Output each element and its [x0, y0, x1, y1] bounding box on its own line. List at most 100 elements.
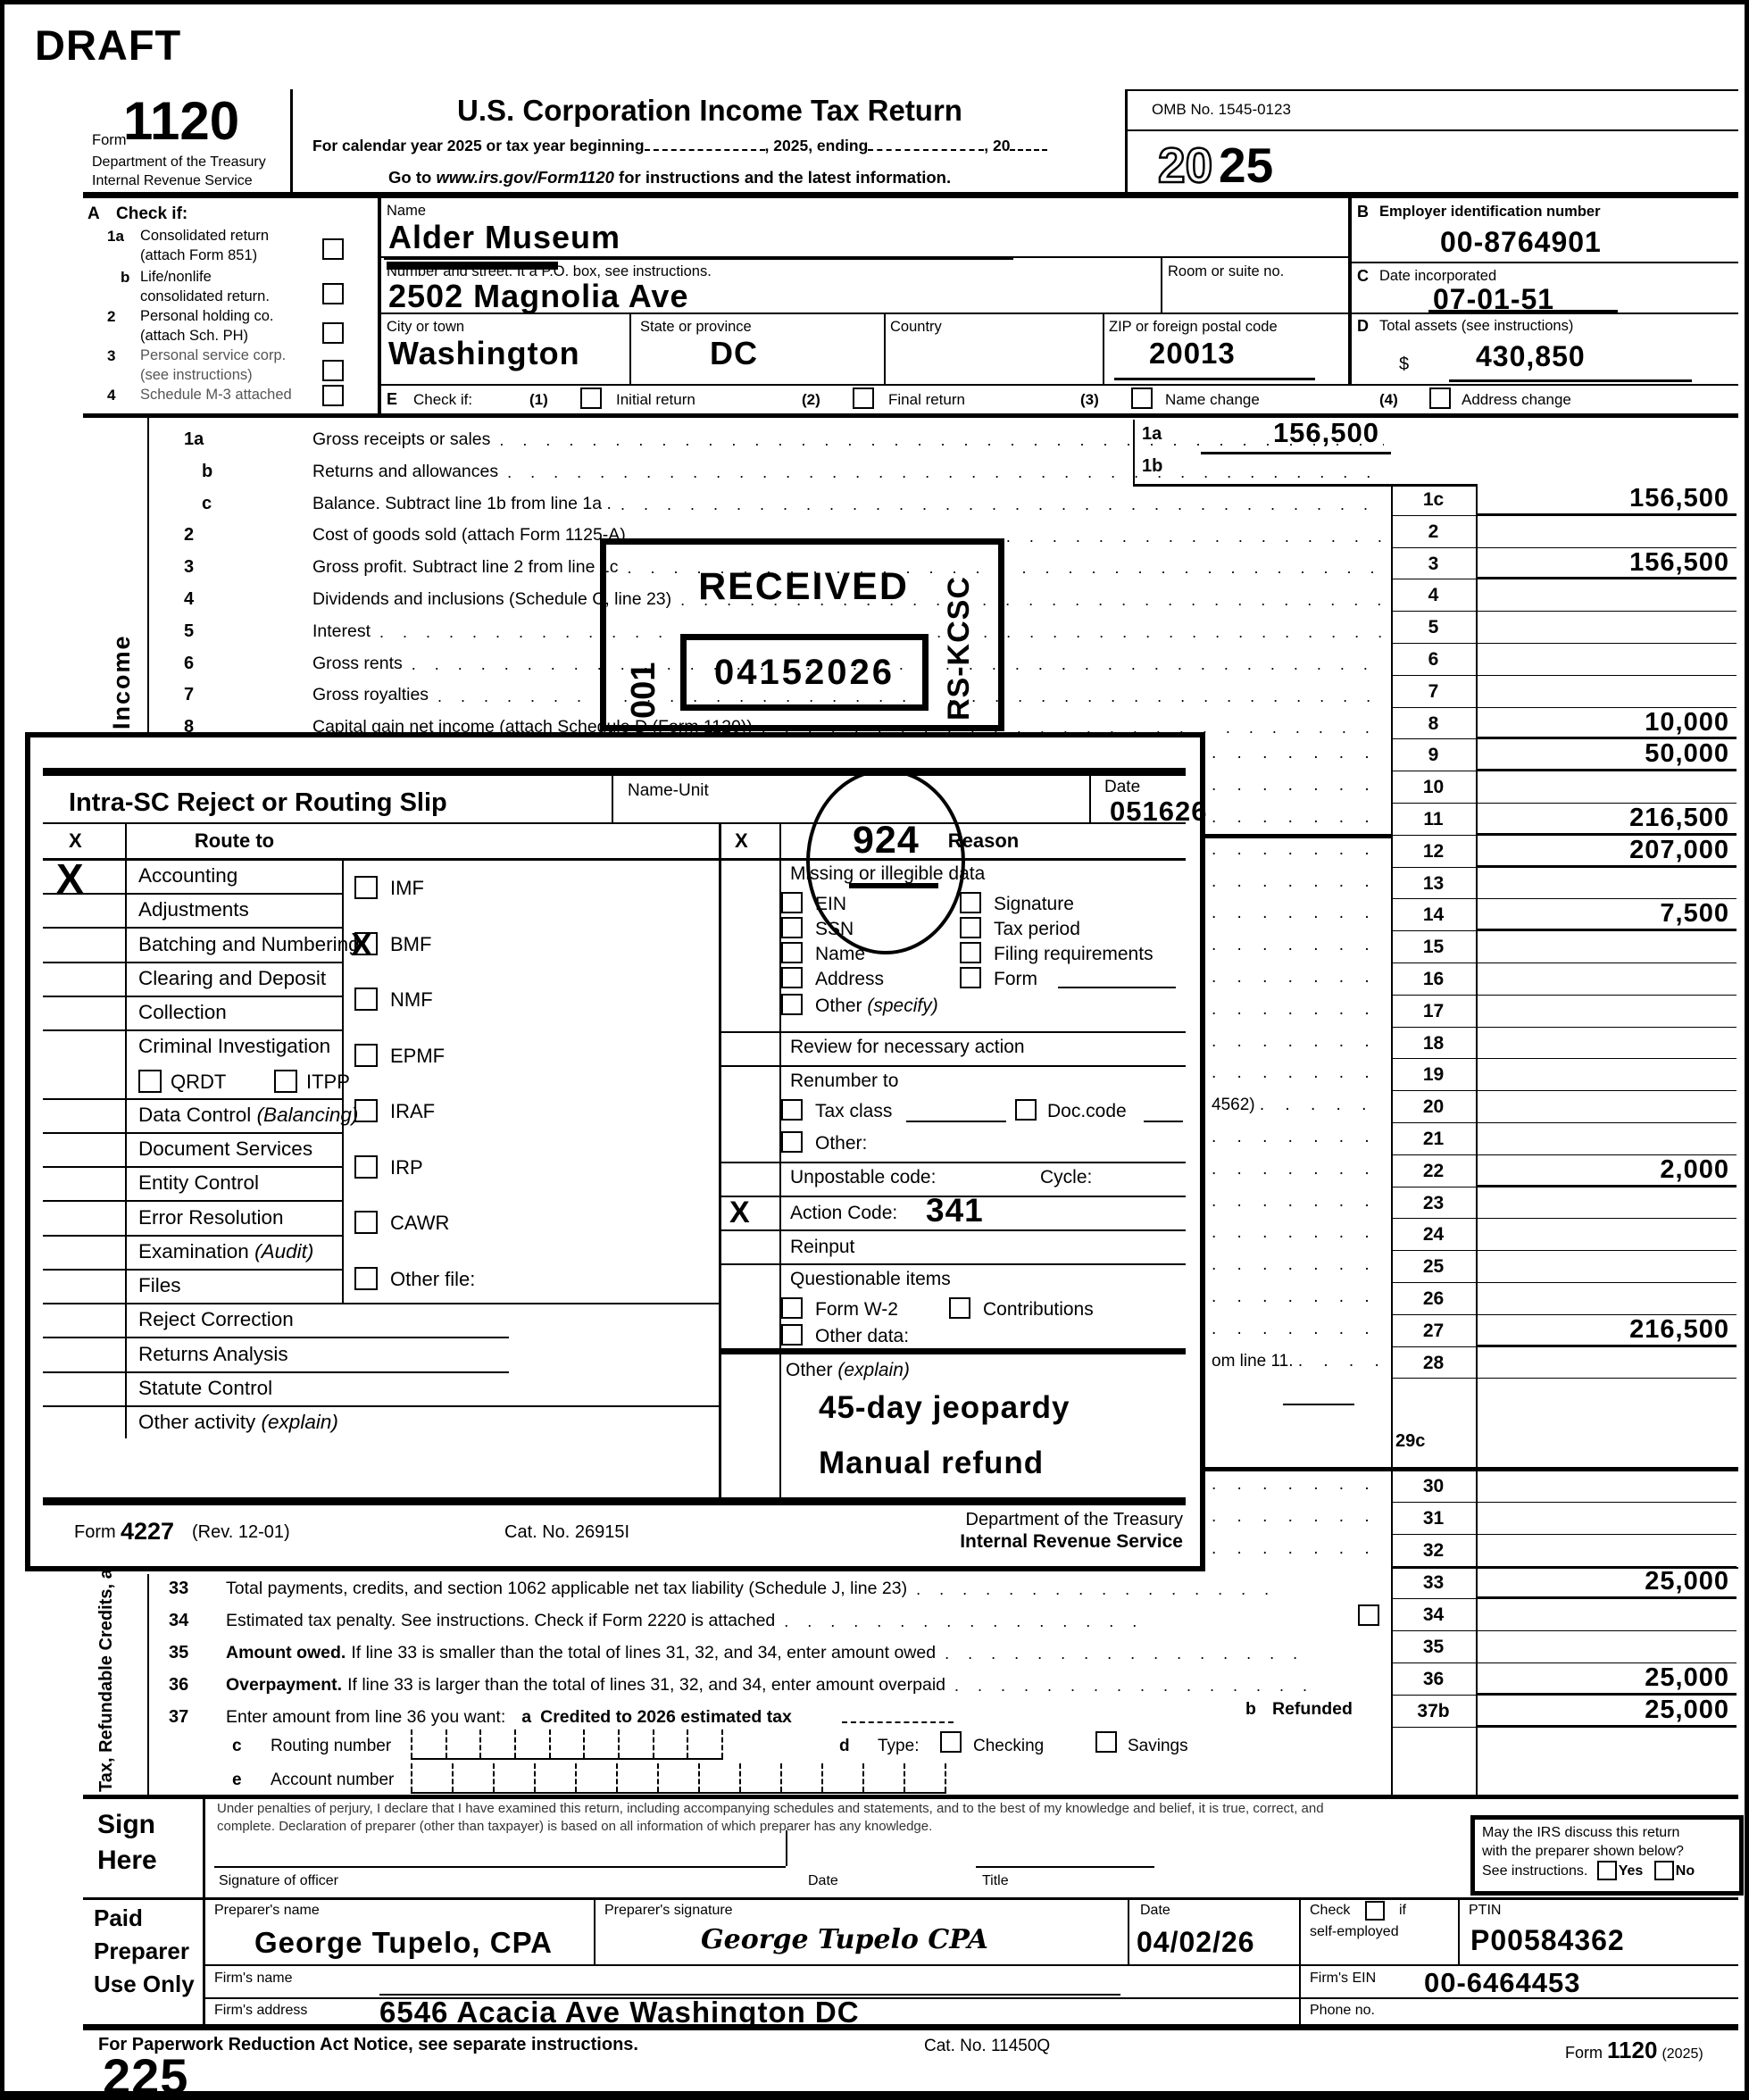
tax-class-checkbox[interactable] [781, 1099, 803, 1121]
discuss-no-checkbox[interactable] [1653, 1861, 1674, 1880]
leader-dots: . . . . . . . . [1212, 999, 1387, 1019]
name-value[interactable]: Alder Museum [388, 219, 621, 255]
cawr-checkbox[interactable] [354, 1211, 378, 1234]
personal-holding-checkbox[interactable] [322, 322, 344, 344]
route-label-text: Document Services [138, 1138, 313, 1160]
leader-strip: om line 11. . . . . . . . . [1212, 1352, 1387, 1377]
route-label-text: Clearing and Deposit [138, 966, 327, 989]
contributions-checkbox[interactable] [949, 1297, 970, 1319]
schedule-m3-checkbox[interactable] [322, 385, 344, 406]
itpp-label: ITPP [306, 1070, 350, 1093]
leader-dots: . . . . . . . . [1212, 1063, 1387, 1083]
paid-label: Paid [94, 1904, 143, 1931]
address-checkbox[interactable] [781, 967, 803, 988]
renumber-other-checkbox[interactable] [781, 1131, 803, 1153]
handwritten-45-day-jeopardy[interactable]: 45-day jeopardy [819, 1390, 1070, 1425]
firm-address-value[interactable]: 6546 Acacia Ave Washington DC [379, 1996, 860, 2029]
total-assets-value[interactable]: 430,850 [1476, 340, 1586, 372]
slip-date-value[interactable]: 051626 [1110, 796, 1208, 827]
epmf-checkbox[interactable] [354, 1043, 378, 1067]
slip-name-unit-value[interactable]: 924 [853, 819, 920, 862]
ein-checkbox[interactable] [781, 892, 803, 913]
routing-number-label: Routing number [271, 1737, 392, 1755]
amount-line-number: 3 [1391, 548, 1476, 580]
consolidated-return-checkbox[interactable] [322, 238, 344, 260]
other-data-checkbox[interactable] [781, 1324, 803, 1346]
doc-code-checkbox[interactable] [1015, 1099, 1037, 1121]
tax-year-yy-blank[interactable] [1010, 137, 1048, 151]
amount-value [1476, 612, 1737, 644]
goto-post: for instructions and the latest informat… [613, 168, 952, 187]
discuss-yes-checkbox[interactable] [1596, 1861, 1617, 1880]
leader-strip: . . . . . . . . [1212, 1192, 1387, 1217]
slip-reason-header: Reason [947, 829, 1020, 852]
form-2220-checkbox[interactable] [1358, 1604, 1379, 1626]
label-fragment: om line 11. [1212, 1351, 1298, 1371]
iraf-checkbox[interactable] [354, 1099, 378, 1122]
amount-line-number: 8 [1391, 708, 1476, 740]
other-file--checkbox[interactable] [354, 1266, 378, 1290]
bmf-checkbox[interactable] [354, 931, 378, 955]
savings-checkbox[interactable] [1095, 1731, 1117, 1753]
form-missing-checkbox[interactable] [960, 967, 981, 988]
qrdt-checkbox[interactable] [138, 1069, 162, 1093]
preparer-name-value[interactable]: George Tupelo, CPA [254, 1926, 553, 1959]
initial-return-checkbox[interactable] [580, 388, 602, 409]
item-1a-text-2: (attach Form 851) [140, 247, 258, 263]
amount-value [1476, 676, 1737, 708]
slip-footer-form-number: 4227 [121, 1518, 175, 1545]
e4-no: (4) [1379, 391, 1398, 408]
state-value[interactable]: DC [710, 335, 758, 371]
zip-label: ZIP or foreign postal code [1109, 319, 1278, 335]
address-change-checkbox[interactable] [1429, 388, 1451, 409]
leader-strip: 4562) . . . . . . . . [1212, 1096, 1387, 1121]
amount-value [1476, 1219, 1737, 1252]
name-checkbox[interactable] [781, 942, 803, 963]
amount-value [1476, 771, 1737, 804]
handwritten-manual-refund[interactable]: Manual refund [819, 1446, 1045, 1480]
signature-checkbox[interactable] [960, 892, 981, 913]
lifenonlife-checkbox[interactable] [322, 283, 344, 304]
item-4-no: 4 [107, 387, 116, 404]
handwritten-page-number[interactable]: 225 [103, 2048, 189, 2100]
tax-year-end-blank[interactable] [868, 137, 985, 151]
personal-service-checkbox[interactable] [322, 360, 344, 381]
ssn-checkbox[interactable] [781, 917, 803, 938]
filing-requirements-checkbox[interactable] [960, 942, 981, 963]
action-code-value[interactable]: 341 [926, 1192, 984, 1229]
itpp-checkbox[interactable] [274, 1069, 297, 1093]
imf-checkbox[interactable] [354, 876, 378, 899]
city-value[interactable]: Washington [388, 335, 580, 371]
ein-value[interactable]: 00-8764901 [1440, 226, 1602, 258]
preparer-date-value[interactable]: 04/02/26 [1137, 1926, 1255, 1958]
goto-url[interactable]: www.irs.gov/Form1120 [436, 168, 614, 187]
account-number-input[interactable] [411, 1763, 946, 1794]
checking-checkbox[interactable] [940, 1731, 962, 1753]
leader-strip: . . . . . . . . [1212, 904, 1387, 929]
slip-footer-form-word: Form [74, 1522, 116, 1542]
leader-dots: . . . . . . . . [1212, 1507, 1387, 1526]
amount-value [1476, 1188, 1737, 1220]
name-change-checkbox[interactable] [1131, 388, 1153, 409]
amount-value [1476, 963, 1737, 996]
other-specify-checkbox[interactable] [781, 994, 803, 1015]
routing-number-input[interactable] [411, 1729, 724, 1760]
irp-checkbox[interactable] [354, 1154, 378, 1179]
check-self-employed-label-1: Check [1310, 1903, 1351, 1918]
final-return-checkbox[interactable] [853, 388, 874, 409]
tax-year-begin-blank[interactable] [644, 137, 765, 151]
self-employed-checkbox[interactable] [1365, 1901, 1385, 1921]
ptin-value[interactable]: P00584362 [1470, 1924, 1625, 1956]
e3-label: Name change [1165, 391, 1260, 408]
street-value[interactable]: 2502 Magnolia Ave [388, 278, 689, 314]
here-label: Here [97, 1846, 157, 1875]
line-29c-number: 29c [1395, 1431, 1426, 1451]
form-w2-checkbox[interactable] [781, 1297, 803, 1319]
route-label-text: Files [138, 1274, 181, 1296]
tax-period-checkbox[interactable] [960, 917, 981, 938]
tax-credits-sidebar-label: Tax, Refundable Credits, a [96, 1569, 116, 1792]
preparer-signature-value[interactable]: George Tupelo CPA [701, 1924, 988, 1955]
firm-ein-value[interactable]: 00-6464453 [1424, 1967, 1581, 1998]
nmf-checkbox[interactable] [354, 988, 378, 1011]
zip-value[interactable]: 20013 [1149, 337, 1236, 370]
